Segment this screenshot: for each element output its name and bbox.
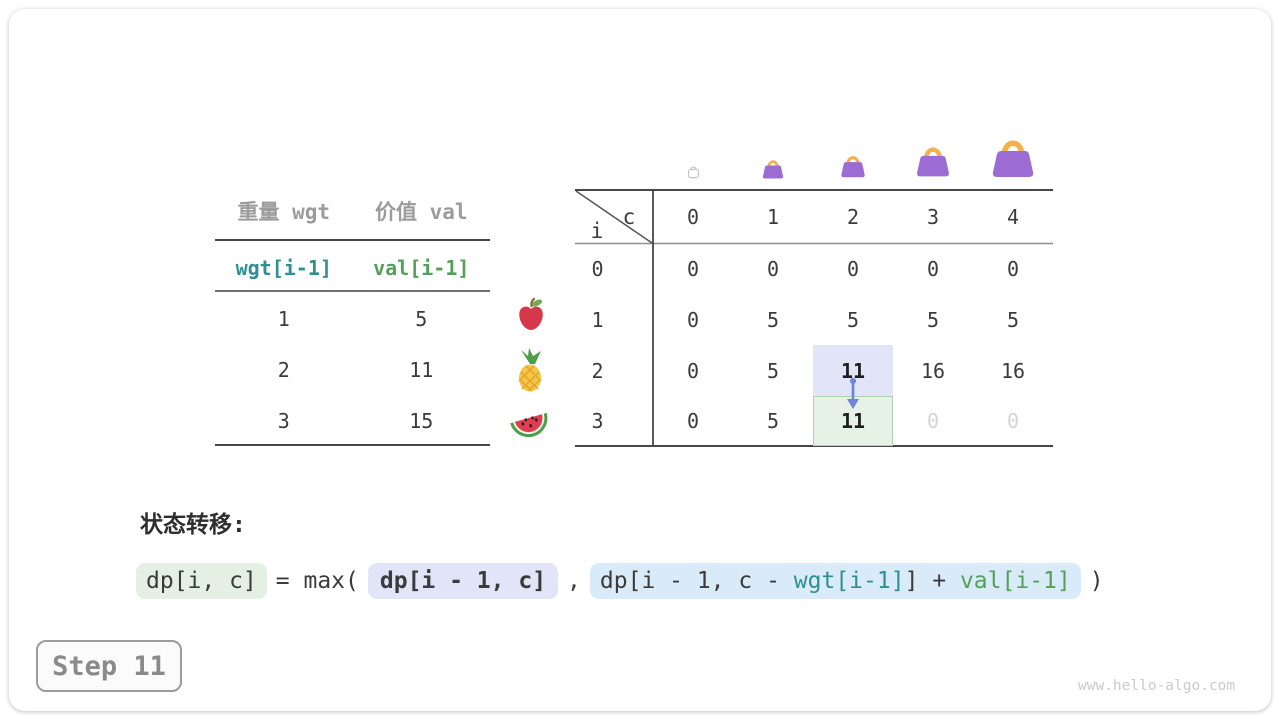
item1-value: 5 [415, 307, 428, 331]
dp-cell: 0 [766, 256, 780, 281]
dp-cell: 5 [766, 307, 780, 332]
dp-cell: 16 [920, 358, 946, 383]
dp-col-header: 1 [766, 205, 780, 229]
dp-row-header: 1 [591, 307, 604, 332]
pineapple-icon [518, 348, 542, 392]
formula-comma: , [567, 568, 581, 594]
items-table-header: 重量 wgt 价值 val [215, 197, 490, 225]
item1-weight: 1 [277, 307, 290, 331]
dp-cell: 0 [926, 256, 940, 281]
items-table-var-row: wgt[i-1] val[i-1] [215, 254, 490, 282]
dp-cell: 0 [686, 307, 700, 332]
dp-row-headers: 0 1 2 3 [575, 243, 620, 446]
dp-row-header: 2 [591, 358, 604, 383]
items-row-2: 2 11 [215, 356, 490, 384]
wgt-var-label: wgt[i-1] [235, 256, 332, 280]
formula-eq-max: = max( [275, 568, 359, 594]
transition-formula: dp[i, c] = max( dp[i - 1, c] , dp[i - 1,… [136, 556, 1104, 606]
dp-cell: 0 [686, 256, 700, 281]
dp-cell: 5 [846, 307, 860, 332]
arg2-val-term: val[i-1] [959, 568, 1071, 594]
dp-row-header: 3 [591, 409, 604, 433]
apple-icon [519, 297, 543, 330]
dp-cell: 0 [926, 409, 940, 433]
dp-cell: 5 [766, 358, 780, 383]
bag-size-4-icon [992, 140, 1034, 177]
formula-arg1-chip: dp[i - 1, c] [367, 563, 559, 599]
bag-size-2-icon [841, 156, 865, 178]
dp-cell: 0 [846, 256, 860, 281]
formula-lhs-chip: dp[i, c] [136, 563, 267, 599]
dp-cell: 0 [686, 358, 700, 383]
dp-row-header: 0 [591, 256, 604, 281]
formula-arg2-chip: dp[i - 1, c - wgt[i-1]] + val[i-1] [589, 563, 1081, 599]
item3-value: 15 [409, 409, 434, 433]
arg2-mid: ] + [904, 568, 960, 594]
bag-size-1-icon [762, 160, 784, 179]
items-row-1: 1 5 [215, 305, 490, 333]
dp-col-header: 4 [1006, 205, 1020, 229]
corner-label-i: i [590, 219, 604, 243]
item3-weight: 3 [277, 409, 290, 433]
items-header-weight: 重量 wgt [237, 200, 331, 224]
dp-col-header: 2 [846, 205, 860, 229]
item2-value: 11 [409, 358, 434, 382]
dp-col-header: 0 [686, 205, 700, 229]
formula-close-paren: ) [1089, 568, 1104, 594]
transition-label: 状态转移: [140, 512, 246, 538]
dp-column-headers: 0 1 2 3 4 [653, 191, 1053, 243]
items-row-3: 3 15 [215, 407, 490, 435]
watermelon-icon [510, 412, 548, 438]
dp-cell: 5 [1006, 307, 1020, 332]
transition-arrow-icon [847, 378, 859, 409]
dp-cell: 5 [766, 409, 780, 433]
arg2-prefix: dp[i - 1, c - [599, 568, 794, 594]
corner-label-c: c [622, 205, 636, 229]
dp-cell: 5 [926, 307, 940, 332]
items-header-value: 价值 val [374, 200, 468, 224]
dp-cell: 0 [1006, 256, 1020, 281]
item2-weight: 2 [277, 358, 290, 382]
dp-cell-grid: 0 0 0 0 0 0 5 5 5 5 0 5 11 16 16 0 5 11 … [653, 243, 1053, 446]
dp-cell: 0 [686, 409, 700, 433]
bag-size-3-icon [917, 147, 949, 177]
dp-cell: 16 [1000, 358, 1026, 383]
dp-cell: 0 [1006, 409, 1020, 433]
bag-empty-icon [687, 166, 700, 179]
dp-col-header: 3 [926, 205, 940, 229]
arg2-wgt-term: wgt[i-1] [793, 568, 905, 594]
val-var-label: val[i-1] [373, 256, 470, 280]
watermark: www.hello-algo.com [1078, 678, 1236, 694]
step-badge: Step 11 [36, 640, 182, 692]
